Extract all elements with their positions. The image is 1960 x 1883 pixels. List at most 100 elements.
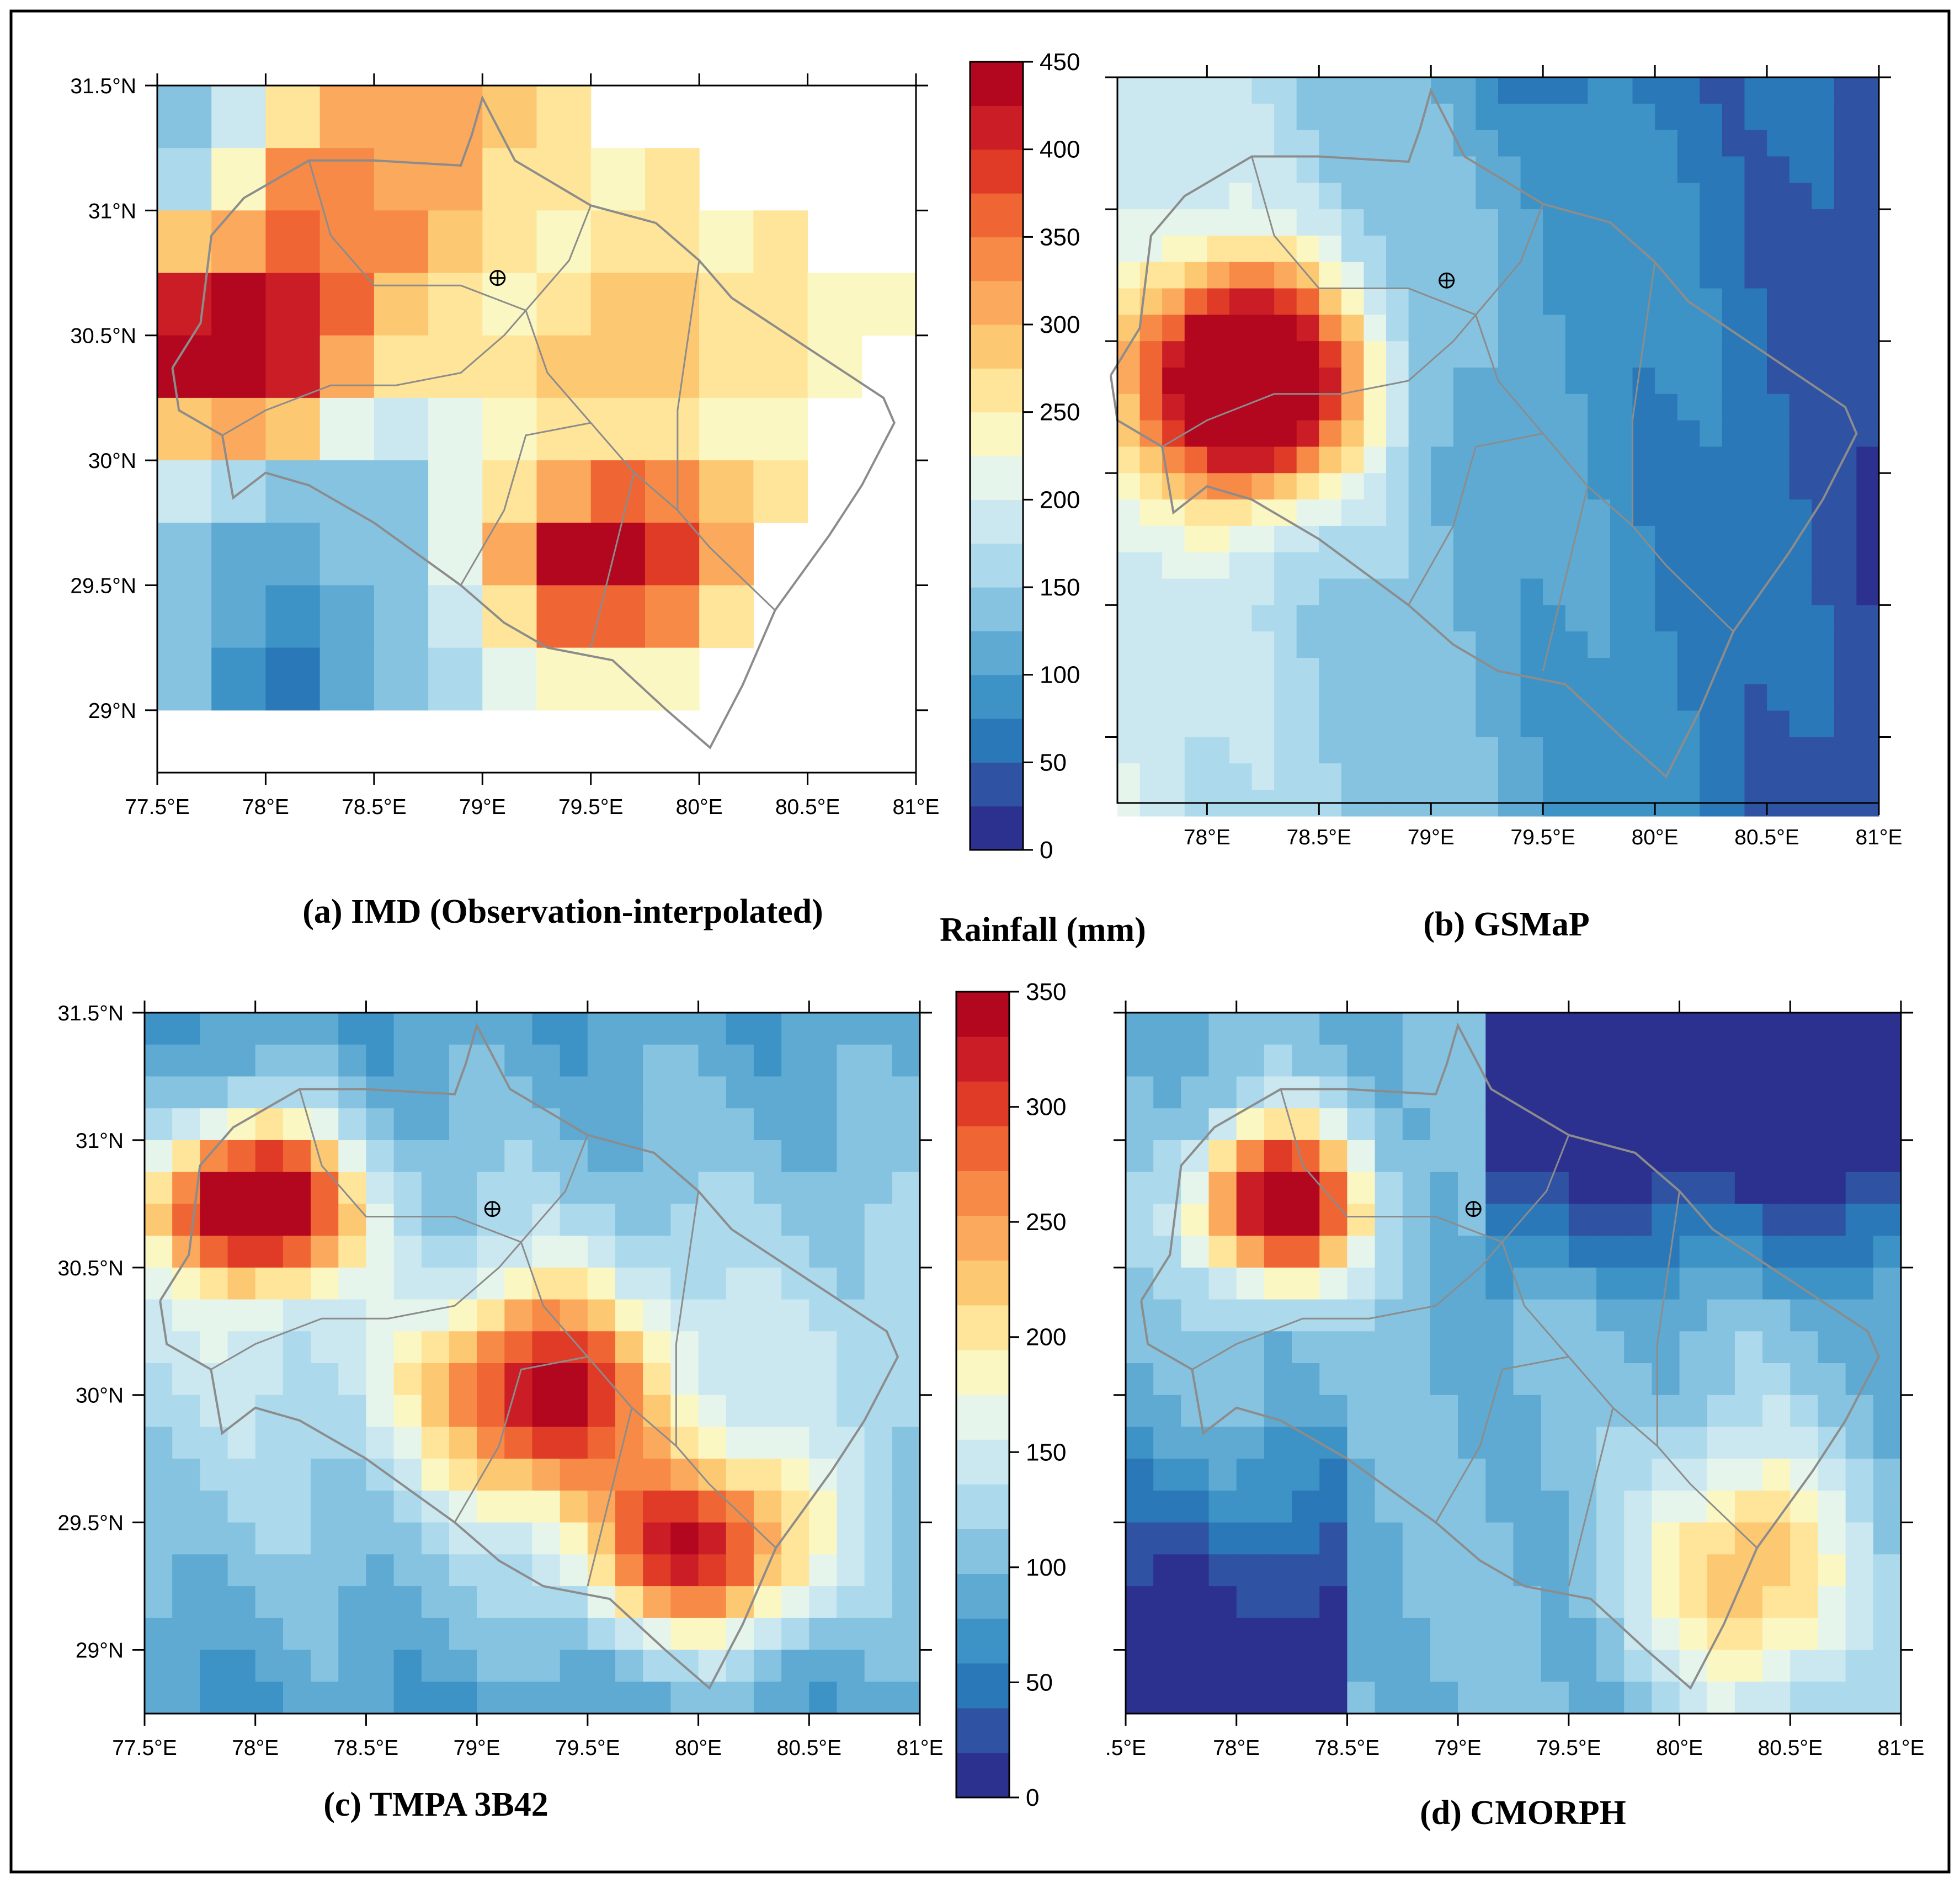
grid-cell (1677, 737, 1700, 764)
grid-cell (1153, 1395, 1181, 1428)
grid-cell (1184, 341, 1207, 368)
grid-cell (560, 1490, 588, 1523)
colorbar-tick-label: 150 (1026, 1439, 1066, 1466)
grid-cell (1153, 1331, 1181, 1364)
grid-cell (1610, 578, 1633, 605)
grid-cell (1498, 525, 1521, 553)
colorbar-swatch (956, 1395, 1009, 1440)
grid-cell (892, 1076, 920, 1109)
grid-cell (200, 1331, 228, 1364)
grid-cell (587, 1363, 616, 1396)
grid-cell (837, 1459, 865, 1491)
grid-cell (428, 210, 483, 274)
grid-cell (536, 210, 592, 274)
grid-cell (1707, 1459, 1735, 1491)
grid-cell (1789, 156, 1812, 183)
grid-cell (1274, 525, 1297, 553)
district-boundary (222, 310, 527, 437)
grid-cell (1274, 103, 1297, 131)
grid-cell (1812, 288, 1835, 315)
grid-cell (311, 1140, 339, 1173)
grid-cell (1117, 631, 1141, 658)
grid-cell (1677, 631, 1700, 658)
grid-cell (1767, 763, 1790, 790)
grid-cell (1873, 1395, 1902, 1428)
grid-cell (1498, 341, 1521, 368)
grid-cell (670, 1299, 699, 1332)
grid-cell (1292, 1204, 1320, 1236)
grid-cell (1274, 710, 1297, 738)
grid-cell (1744, 710, 1767, 738)
grid-cell (781, 1363, 809, 1396)
grid-cell (781, 1172, 809, 1204)
grid-cell (1117, 578, 1141, 605)
grid-cell (1476, 552, 1499, 579)
grid-cell (227, 1076, 256, 1109)
grid-cell (145, 1236, 173, 1268)
colorbar-swatch (970, 62, 1023, 106)
grid-cell (211, 335, 267, 398)
grid-cell (1229, 684, 1253, 711)
colorbar-swatch (956, 1484, 1009, 1529)
grid-cell (1588, 77, 1611, 104)
grid-cell (781, 1586, 809, 1619)
grid-cell (1208, 1554, 1237, 1587)
grid-cell (1610, 103, 1633, 131)
grid-cell (615, 1140, 643, 1173)
grid-cell (319, 273, 375, 336)
grid-cell (1207, 420, 1230, 448)
grid-cell (1476, 209, 1499, 236)
grid-cell (1834, 315, 1857, 342)
grid-cell (807, 273, 862, 336)
grid-cell (157, 210, 212, 274)
grid-cell (1677, 341, 1700, 368)
grid-cell (1655, 77, 1678, 104)
grid-cell (1873, 1490, 1902, 1523)
grid-cell (482, 210, 537, 274)
grid-cell (1341, 525, 1365, 553)
grid-cell (1181, 1076, 1210, 1109)
grid-cell (615, 1586, 643, 1619)
grid-cell (1722, 578, 1745, 605)
grid-cell (374, 460, 429, 523)
panel-a-rainfall-grid (157, 86, 917, 711)
district-boundary (299, 1089, 589, 1243)
grid-cell (1126, 1586, 1154, 1619)
grid-cell (1181, 1140, 1210, 1173)
grid-cell (428, 273, 483, 336)
grid-cell (1485, 1459, 1514, 1491)
grid-cell (1588, 525, 1611, 553)
grid-cell (1364, 763, 1387, 790)
grid-cell (1624, 1682, 1652, 1714)
x-tick-label: 78°E (232, 1736, 279, 1760)
grid-cell (1677, 605, 1700, 632)
grid-cell (1319, 1618, 1348, 1651)
grid-cell (1375, 1331, 1403, 1364)
grid-cell (283, 1650, 311, 1682)
grid-cell (421, 1236, 450, 1268)
grid-cell (809, 1618, 838, 1651)
grid-cell (200, 1618, 228, 1651)
grid-cell (1408, 578, 1431, 605)
grid-cell (1431, 183, 1454, 210)
grid-cell (781, 1140, 809, 1173)
grid-cell (1126, 1650, 1154, 1682)
grid-cell (1431, 77, 1454, 104)
grid-cell (864, 1490, 893, 1523)
grid-cell (643, 1682, 671, 1714)
grid-cell (1386, 420, 1409, 448)
grid-cell (1264, 1204, 1292, 1236)
panel-d-rainfall-grid (1126, 1013, 1902, 1714)
grid-cell (338, 1522, 367, 1555)
grid-cell (1375, 1395, 1403, 1428)
grid-cell (1565, 156, 1588, 183)
grid-cell (1431, 552, 1454, 579)
grid-cell (421, 1554, 450, 1587)
grid-cell (1386, 658, 1409, 685)
grid-cell (1292, 1682, 1320, 1714)
grid-cell (1790, 1427, 1819, 1459)
grid-cell (1498, 578, 1521, 605)
grid-cell (587, 1299, 616, 1332)
grid-cell (1767, 684, 1790, 711)
grid-cell (1677, 368, 1700, 395)
